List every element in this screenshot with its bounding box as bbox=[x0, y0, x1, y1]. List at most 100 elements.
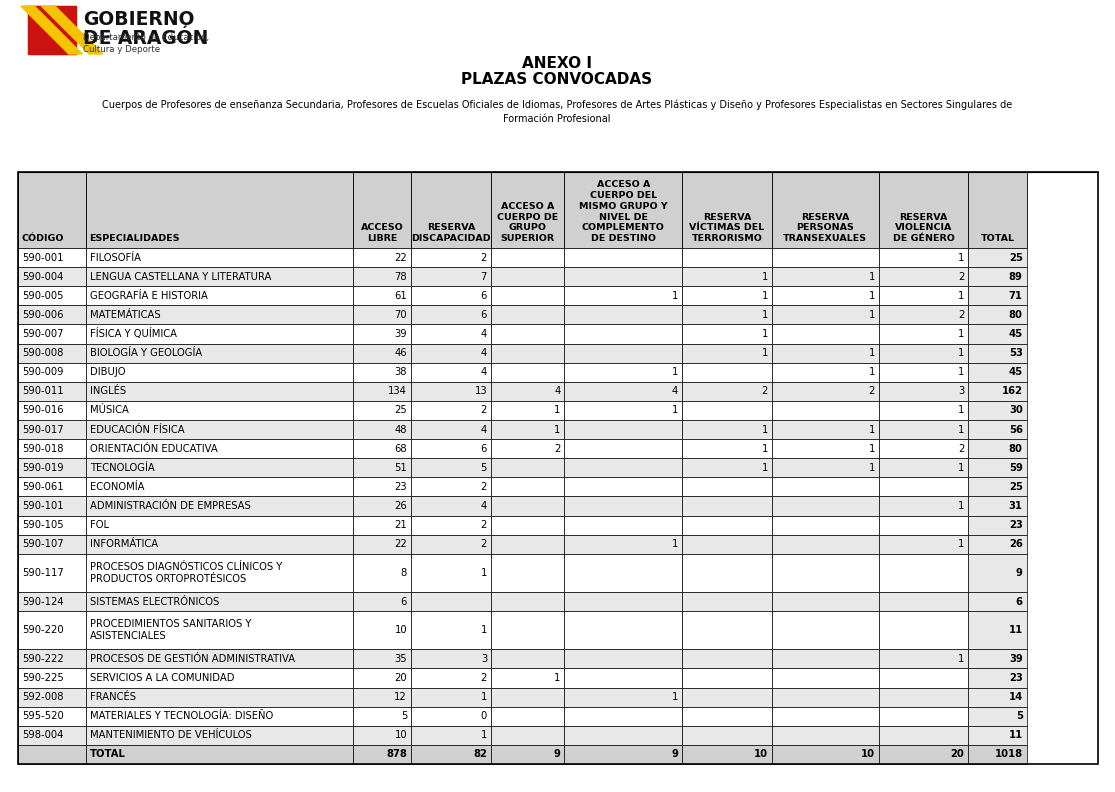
Bar bbox=[411, 497, 491, 516]
Bar bbox=[18, 248, 86, 267]
Text: 6: 6 bbox=[481, 444, 487, 454]
Bar bbox=[411, 267, 491, 286]
Text: 59: 59 bbox=[1009, 463, 1022, 473]
Bar bbox=[682, 516, 772, 535]
Bar bbox=[969, 706, 1027, 725]
Bar bbox=[86, 248, 352, 267]
Bar bbox=[969, 420, 1027, 439]
Text: 590-101: 590-101 bbox=[22, 501, 64, 511]
Text: 4: 4 bbox=[481, 329, 487, 339]
Text: 590-017: 590-017 bbox=[22, 425, 64, 435]
Bar bbox=[86, 516, 352, 535]
Bar bbox=[86, 611, 352, 649]
Text: 70: 70 bbox=[395, 310, 407, 320]
Text: 25: 25 bbox=[395, 406, 407, 416]
Bar bbox=[411, 687, 491, 706]
Bar bbox=[879, 745, 969, 764]
Text: 2: 2 bbox=[958, 310, 964, 320]
Text: 2: 2 bbox=[869, 386, 875, 396]
Text: 590-009: 590-009 bbox=[22, 367, 64, 377]
Bar bbox=[772, 401, 879, 420]
Bar bbox=[18, 172, 86, 248]
Text: 1: 1 bbox=[958, 654, 964, 664]
Text: TOTAL: TOTAL bbox=[90, 749, 126, 760]
Bar bbox=[879, 325, 969, 344]
Bar bbox=[352, 459, 411, 478]
Bar bbox=[772, 497, 879, 516]
Text: 1: 1 bbox=[958, 425, 964, 435]
Text: 10: 10 bbox=[861, 749, 875, 760]
Bar bbox=[18, 459, 86, 478]
Text: 78: 78 bbox=[395, 272, 407, 282]
Bar bbox=[491, 401, 564, 420]
Bar bbox=[352, 668, 411, 687]
Text: EDUCACIÓN FÍSICA: EDUCACIÓN FÍSICA bbox=[90, 425, 185, 435]
Bar bbox=[682, 325, 772, 344]
Text: 590-225: 590-225 bbox=[22, 673, 64, 683]
Bar bbox=[564, 401, 682, 420]
Bar bbox=[682, 478, 772, 497]
Bar bbox=[682, 497, 772, 516]
Bar bbox=[682, 382, 772, 401]
Bar bbox=[86, 306, 352, 325]
Bar bbox=[772, 267, 879, 286]
Text: 11: 11 bbox=[1008, 625, 1022, 635]
Bar bbox=[86, 286, 352, 306]
Bar bbox=[411, 459, 491, 478]
Bar bbox=[352, 592, 411, 611]
Text: 1: 1 bbox=[554, 425, 561, 435]
Text: DE ARAGÓN: DE ARAGÓN bbox=[83, 29, 209, 48]
Bar bbox=[352, 478, 411, 497]
Bar bbox=[879, 611, 969, 649]
Bar bbox=[879, 401, 969, 420]
Bar bbox=[491, 687, 564, 706]
Text: PLAZAS CONVOCADAS: PLAZAS CONVOCADAS bbox=[462, 73, 652, 87]
Text: 1: 1 bbox=[762, 425, 768, 435]
Bar bbox=[491, 706, 564, 725]
Text: 1: 1 bbox=[869, 291, 875, 301]
Bar bbox=[969, 459, 1027, 478]
Bar bbox=[564, 516, 682, 535]
Bar bbox=[491, 286, 564, 306]
Text: 1: 1 bbox=[672, 291, 678, 301]
Text: 23: 23 bbox=[395, 482, 407, 492]
Text: 26: 26 bbox=[395, 501, 407, 511]
Bar bbox=[86, 401, 352, 420]
Bar bbox=[352, 172, 411, 248]
Bar bbox=[879, 459, 969, 478]
Bar bbox=[18, 535, 86, 554]
Bar bbox=[28, 6, 76, 54]
Text: 134: 134 bbox=[388, 386, 407, 396]
Bar bbox=[682, 706, 772, 725]
Bar bbox=[411, 248, 491, 267]
Bar bbox=[352, 306, 411, 325]
Bar bbox=[969, 248, 1027, 267]
Bar bbox=[772, 172, 879, 248]
Bar bbox=[772, 382, 879, 401]
Bar bbox=[411, 554, 491, 592]
Bar bbox=[564, 745, 682, 764]
Bar bbox=[411, 668, 491, 687]
Text: 2: 2 bbox=[481, 482, 487, 492]
Bar bbox=[682, 248, 772, 267]
Text: 4: 4 bbox=[672, 386, 678, 396]
Text: ECONOMÍA: ECONOMÍA bbox=[90, 482, 145, 492]
Text: Departamento de Educación,
Cultura y Deporte: Departamento de Educación, Cultura y Dep… bbox=[83, 32, 210, 54]
Bar bbox=[491, 459, 564, 478]
Bar bbox=[772, 344, 879, 363]
Bar bbox=[772, 649, 879, 668]
Text: 4: 4 bbox=[554, 386, 561, 396]
Bar bbox=[18, 401, 86, 420]
Text: 2: 2 bbox=[481, 253, 487, 263]
Bar bbox=[879, 286, 969, 306]
Bar bbox=[411, 745, 491, 764]
Bar bbox=[879, 649, 969, 668]
Bar bbox=[411, 478, 491, 497]
Bar bbox=[411, 382, 491, 401]
Bar bbox=[682, 725, 772, 745]
Bar bbox=[411, 420, 491, 439]
Text: 5: 5 bbox=[1016, 711, 1022, 722]
Text: FOL: FOL bbox=[90, 520, 109, 530]
Bar bbox=[772, 286, 879, 306]
Bar bbox=[682, 554, 772, 592]
